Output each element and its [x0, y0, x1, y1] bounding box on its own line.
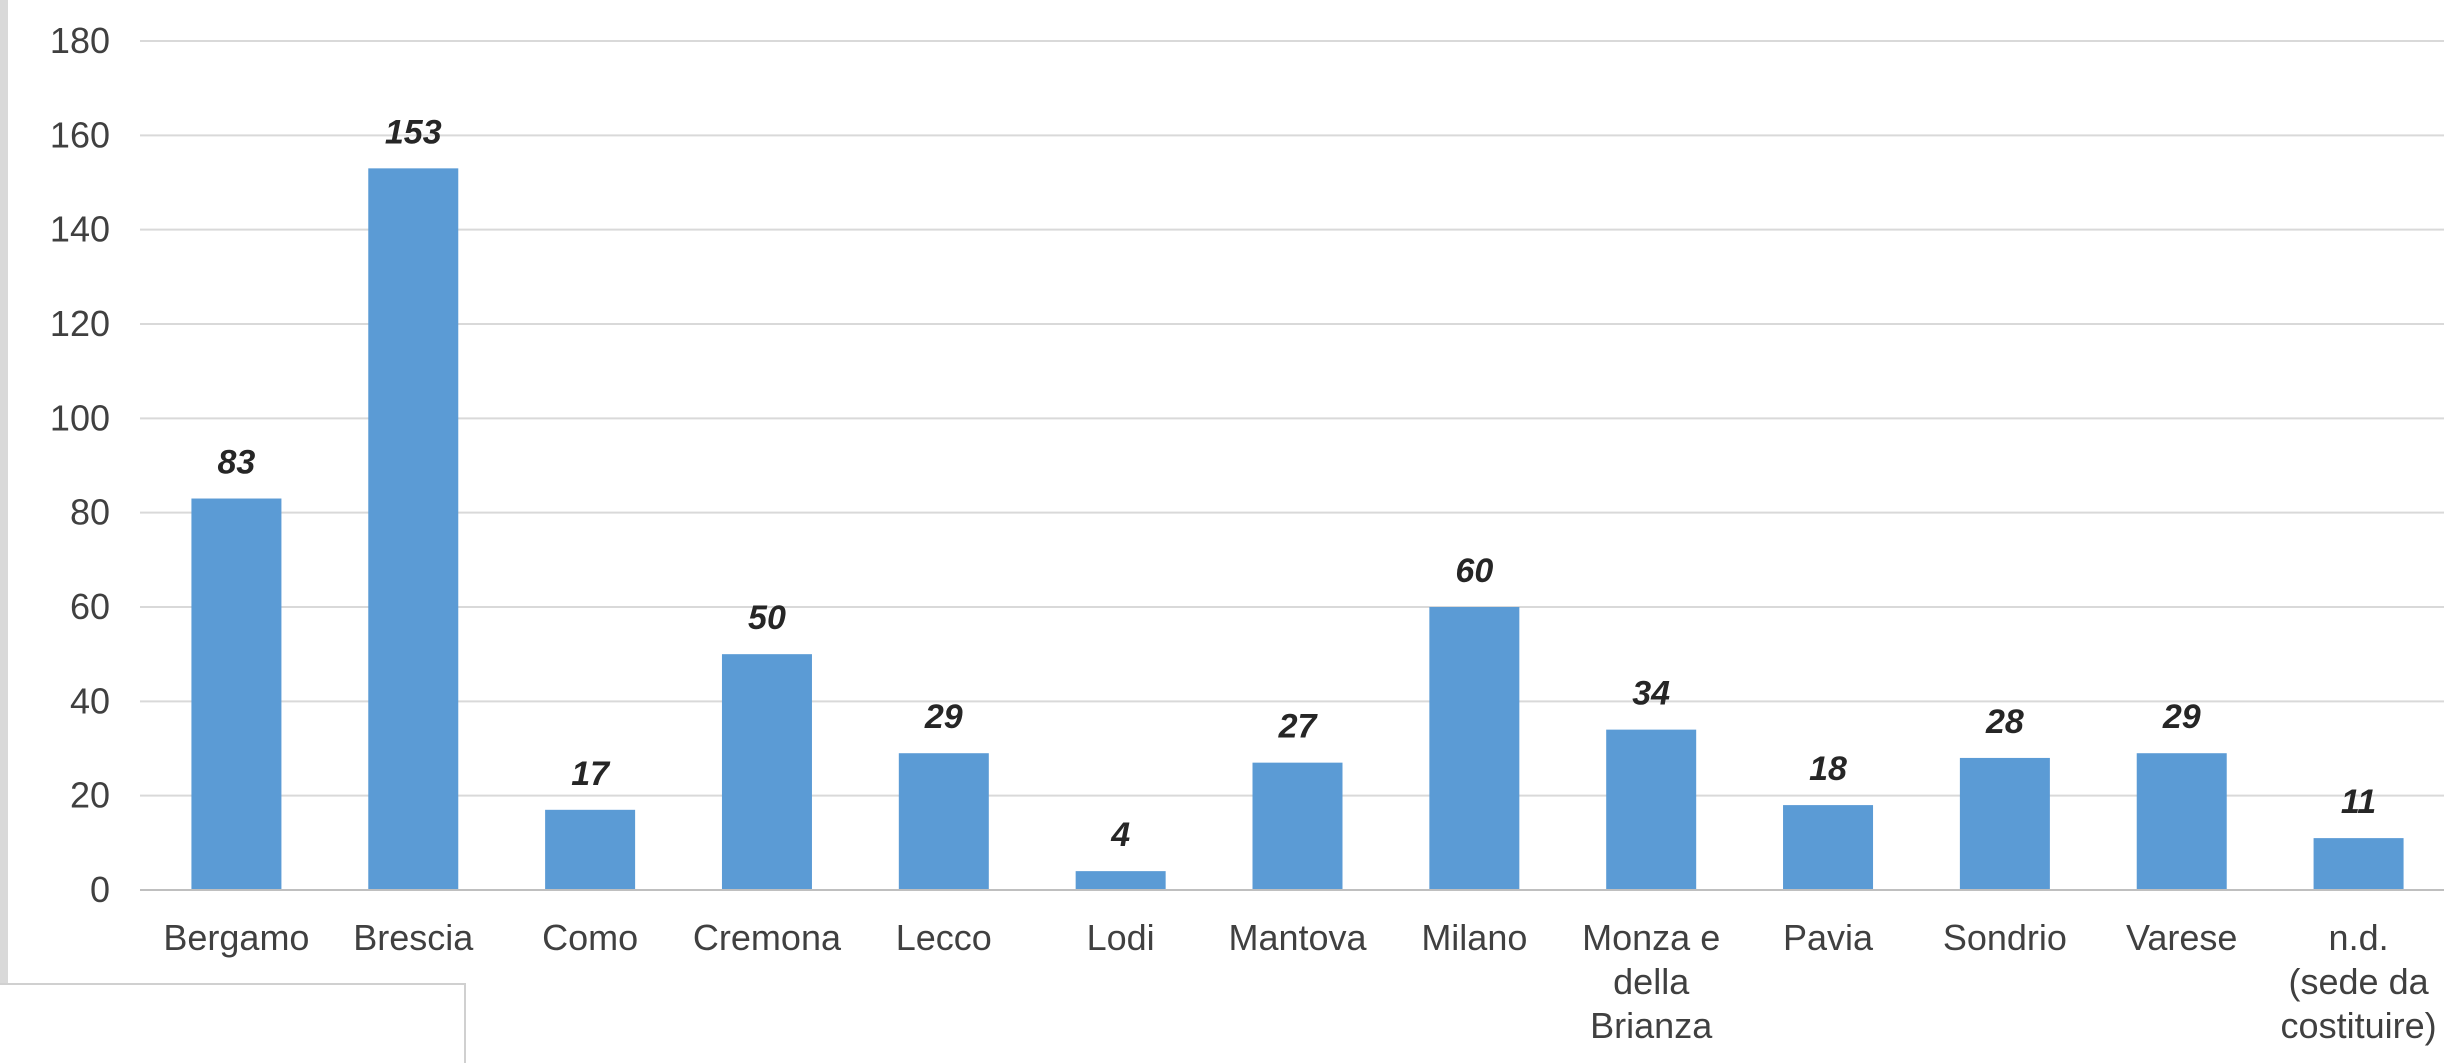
x-tick-label: Milano [1421, 917, 1527, 958]
bar [1075, 871, 1166, 890]
x-tick-label: Cremona [693, 917, 842, 958]
x-tick-label: Lodi [1087, 917, 1155, 958]
x-tick-label-line: Monza e [1582, 917, 1720, 958]
x-tick-label: Varese [2126, 917, 2237, 958]
empty-panel [0, 983, 466, 1063]
x-tick-label: Lecco [896, 917, 992, 958]
data-label: 17 [571, 755, 611, 793]
y-tick-label: 160 [50, 114, 110, 155]
data-label: 11 [2341, 783, 2376, 821]
y-tick-label: 120 [50, 303, 110, 344]
bar [1606, 729, 1697, 890]
bar [1959, 757, 2050, 890]
data-label: 29 [924, 698, 963, 736]
x-tick-label-line: Cremona [693, 917, 842, 958]
x-tick-label-line: Sondrio [1943, 917, 2067, 958]
data-label: 50 [748, 599, 786, 637]
x-axis: Bergamo Brescia Como Cremona Lecco Lodi Mantov… [140, 889, 2444, 1046]
data-label: 27 [1278, 708, 1319, 746]
bar [191, 498, 282, 890]
data-labels: 83 153 17 50 29 4 27 60 34 18 28 29 11 [218, 113, 2377, 854]
y-tick-label: 140 [50, 209, 110, 250]
bar [2313, 838, 2404, 890]
bar [721, 654, 812, 890]
y-tick-label: 20 [70, 775, 110, 816]
x-tick-label: Como [542, 917, 638, 958]
data-label: 34 [1632, 675, 1670, 713]
x-tick-label: Bergamo [163, 917, 309, 958]
x-tick-label-line: Brescia [353, 917, 474, 958]
bar [545, 809, 636, 890]
x-tick-label-line: Mantova [1228, 917, 1367, 958]
data-label: 60 [1455, 552, 1493, 590]
bar [2136, 753, 2227, 890]
x-tick-label: n.d. (sede da costituire) [2281, 917, 2437, 1046]
bars [191, 168, 2404, 891]
y-tick-label: 180 [50, 20, 110, 61]
bar [1429, 607, 1520, 890]
data-label: 18 [1809, 750, 1847, 788]
x-tick-label-line: costituire) [2281, 1005, 2437, 1046]
y-axis: 0 20 40 60 80 100 120 140 160 180 [50, 20, 110, 910]
y-tick-label: 100 [50, 397, 110, 438]
data-label: 4 [1110, 816, 1130, 854]
x-tick-label-line: n.d. [2329, 917, 2389, 958]
x-tick-label-line: Lodi [1087, 917, 1155, 958]
chart-left-edge [0, 0, 8, 983]
bar [1783, 805, 1874, 890]
bar [1252, 762, 1343, 890]
y-tick-label: 60 [70, 586, 110, 627]
bar [898, 753, 989, 890]
data-label: 153 [385, 113, 442, 151]
x-tick-label-line: Varese [2126, 917, 2237, 958]
y-tick-label: 40 [70, 680, 110, 721]
x-tick-label-line: della [1613, 961, 1690, 1002]
y-tick-label: 80 [70, 492, 110, 533]
bar [368, 168, 459, 891]
x-tick-label-line: Como [542, 917, 638, 958]
x-tick-label-line: Brianza [1590, 1005, 1713, 1046]
y-tick-label: 0 [90, 869, 110, 910]
x-tick-label: Monza e della Brianza [1582, 917, 1720, 1046]
data-label: 83 [218, 444, 256, 482]
x-tick-label: Brescia [353, 917, 474, 958]
data-label: 29 [2162, 698, 2201, 736]
x-tick-label-line: Milano [1421, 917, 1527, 958]
x-tick-label: Mantova [1228, 917, 1367, 958]
data-label: 28 [1985, 703, 2024, 741]
x-tick-label-line: (sede da [2289, 961, 2430, 1002]
x-tick-label-line: Pavia [1783, 917, 1874, 958]
x-tick-label-line: Bergamo [163, 917, 309, 958]
x-tick-label: Pavia [1783, 917, 1874, 958]
x-tick-label: Sondrio [1943, 917, 2067, 958]
x-tick-label-line: Lecco [896, 917, 992, 958]
